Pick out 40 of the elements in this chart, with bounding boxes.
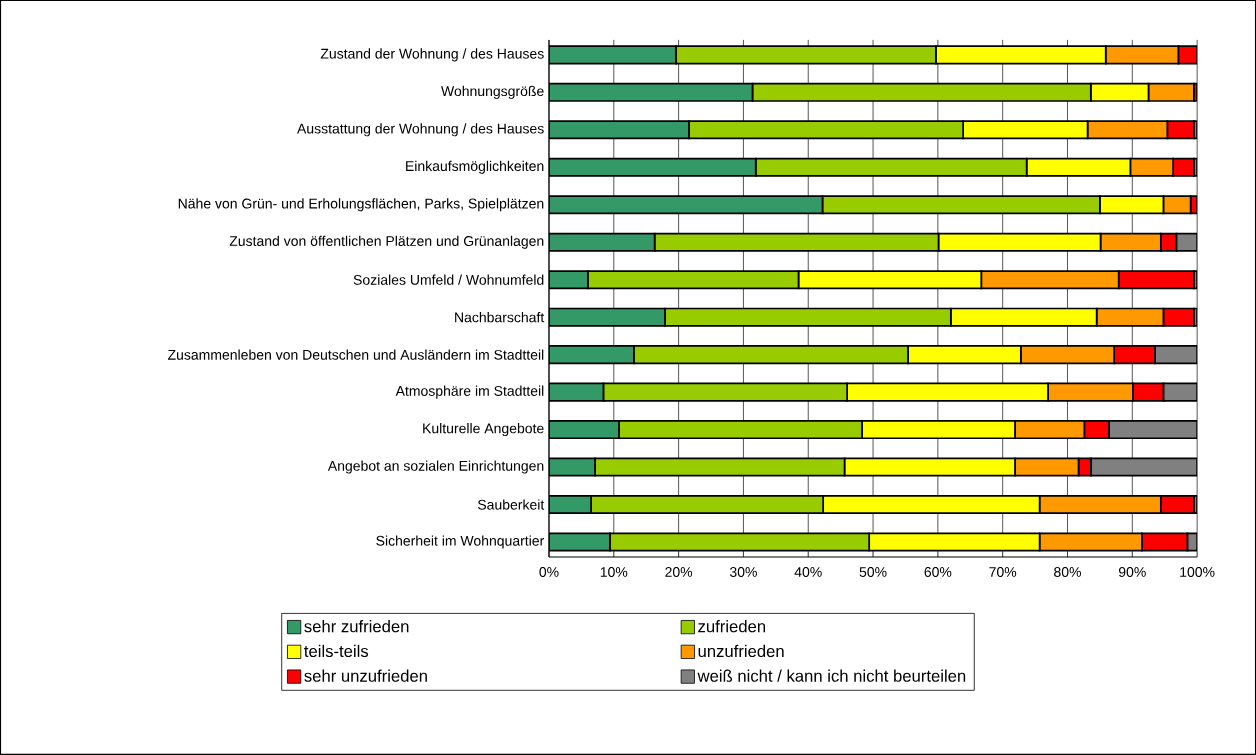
bar	[548, 45, 677, 65]
y-tick-label: Atmosphäre im Stadtteil	[395, 385, 544, 399]
legend-label: sehr unzufrieden	[304, 669, 427, 682]
y-tick-label: Nähe von Grün- und Erholungsflächen, Parks, Spielplätzen	[178, 198, 544, 212]
legend-label: unzufrieden	[698, 644, 784, 658]
x-tick-label: 0%	[539, 567, 559, 578]
x-tick-label: 40%	[794, 567, 822, 578]
y-tick-label: Zusammenleben von Deutschen und Ausländern im Stadtteil	[167, 349, 544, 360]
y-tick-label: Zustand der Wohnung / des Hauses	[320, 48, 544, 62]
y-tick-label: Soziales Umfeld / Wohnumfeld	[353, 274, 544, 285]
legend-label: teils-teils	[304, 644, 369, 658]
y-tick-label: Angebot an sozialen Einrichtungen	[327, 460, 544, 474]
x-tick-label: 60%	[924, 567, 952, 578]
x-tick-label: 50%	[859, 567, 887, 578]
y-tick-label: Wohnungsgröße	[441, 85, 544, 99]
bar	[548, 232, 656, 252]
x-tick-label: 20%	[665, 567, 693, 578]
bar	[1089, 457, 1198, 477]
bar	[548, 157, 757, 177]
y-tick-label: Ausstattung der Wohnung / des Hauses	[297, 123, 544, 137]
bar	[548, 195, 824, 215]
bar	[548, 382, 605, 402]
x-tick-label: 10%	[600, 567, 628, 578]
bar	[548, 307, 666, 327]
legend-label: sehr zufrieden	[304, 620, 409, 633]
y-tick-label: Einkaufsmöglichkeiten	[406, 160, 544, 174]
legend-label: zufrieden	[698, 620, 766, 633]
bar	[1117, 270, 1195, 290]
y-tick-label: Sauberkeit	[477, 499, 545, 510]
legend-label: weiß nicht / kann ich nicht beurteilen	[697, 669, 966, 682]
x-tick-label: 90%	[1118, 567, 1146, 578]
x-tick-label: 80%	[1054, 567, 1081, 578]
bar	[548, 120, 690, 140]
y-tick-label: Nachbarschaft	[455, 312, 545, 323]
y-tick-label: Kulturelle Angebote	[423, 423, 544, 437]
x-tick-label: 30%	[729, 567, 757, 578]
x-tick-label: 100%	[1180, 567, 1215, 578]
x-tick-label: 70%	[989, 567, 1017, 578]
y-tick-label: Zustand von öffentlichen Plätzen und Grünanlagen	[229, 235, 544, 249]
y-tick-label: Sicherheit im Wohnquartier	[376, 535, 545, 549]
